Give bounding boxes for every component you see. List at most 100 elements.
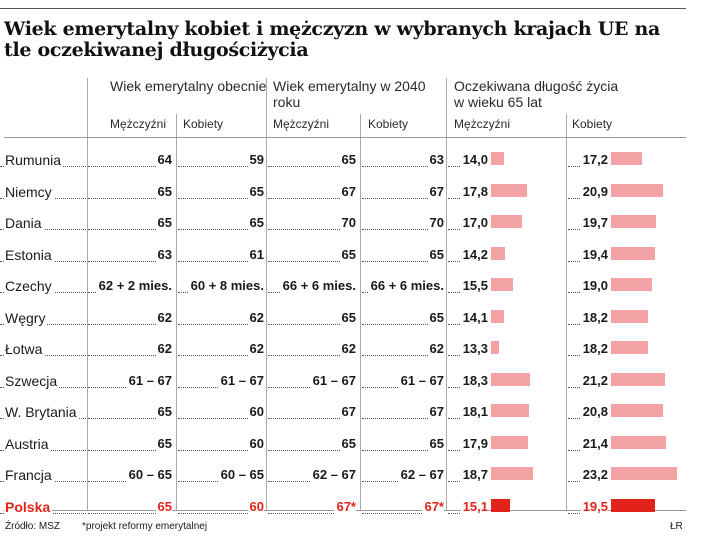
country-label: Łotwa — [5, 339, 45, 359]
life-expectancy-bar — [491, 467, 533, 480]
value-cell: 20,9 — [568, 181, 608, 202]
table-row: Łotwa 62 62 62 62 13,3 18,2 — [0, 339, 700, 359]
table-row: Estonia 63 61 65 65 14,2 19,4 — [0, 244, 700, 265]
value-cell: 66 + 6 mies. — [362, 276, 444, 296]
table-row: Węgry 62 62 65 65 14,1 18,2 — [0, 307, 700, 328]
value-cell: 17,9 — [448, 433, 488, 454]
cell-value: 65 — [247, 213, 264, 233]
subheader-men-2040: Mężczyźni — [273, 117, 330, 131]
value-cell: 63 — [362, 150, 444, 170]
life-expectancy-bar — [491, 183, 528, 197]
cell-value: 61 – 67 — [310, 370, 356, 391]
value-cell: 60 – 65 — [178, 465, 264, 485]
cell-value: 65 — [155, 433, 172, 454]
value-cell: 60 — [178, 433, 264, 454]
value-cell: 59 — [178, 150, 264, 170]
cell-value: 61 — [247, 244, 264, 265]
cell-value: 65 — [427, 307, 444, 328]
country-label: W. Brytania — [5, 402, 79, 422]
cell-value: 67 — [339, 402, 356, 422]
value-cell: 70 — [362, 213, 444, 233]
value-cell: 17,8 — [448, 181, 488, 202]
cell-value: 62 — [155, 307, 172, 328]
value-cell: 62 — [178, 307, 264, 328]
life-expectancy-bar — [491, 498, 511, 512]
cell-value: 65 — [247, 181, 264, 202]
cell-value: 18,2 — [580, 339, 608, 359]
life-expectancy-bar — [611, 215, 657, 228]
cell-value: 23,2 — [580, 465, 608, 485]
cell-value: 67* — [334, 496, 356, 517]
value-cell: 61 — [178, 244, 264, 265]
column-divider — [87, 78, 88, 510]
value-cell: 65 — [268, 244, 356, 265]
column-divider — [566, 114, 567, 510]
cell-value: 67 — [427, 181, 444, 202]
value-cell: 14,2 — [448, 244, 488, 265]
value-cell: 70 — [268, 213, 356, 233]
cell-value: 14,0 — [460, 150, 488, 170]
group-header-2040-age: Wiek emerytalny w 2040 roku — [273, 78, 426, 110]
cell-value: 67 — [339, 181, 356, 202]
value-cell: 21,2 — [568, 370, 608, 391]
cell-value: 70 — [339, 213, 356, 233]
cell-value: 62 – 67 — [310, 465, 356, 485]
country-label: Francja — [5, 465, 54, 485]
cell-value: 60 — [247, 402, 264, 422]
value-cell: 64 — [88, 150, 172, 170]
country-label: Rumunia — [5, 150, 64, 170]
table-row: Polska 65 60 67* 67* 15,1 19,5 — [0, 496, 700, 517]
cell-value: 65 — [155, 181, 172, 202]
life-expectancy-bar — [611, 309, 648, 323]
country-label: Węgry — [5, 307, 48, 328]
value-cell: 65 — [268, 150, 356, 170]
cell-value: 61 – 67 — [218, 370, 264, 391]
cell-value: 67* — [422, 496, 444, 517]
cell-value: 21,4 — [580, 433, 608, 454]
value-cell: 62 + 2 mies. — [88, 276, 172, 296]
life-expectancy-bar — [491, 215, 523, 228]
column-divider — [446, 78, 447, 510]
value-cell: 65 — [88, 496, 172, 517]
cell-value: 59 — [247, 150, 264, 170]
country-label: Estonia — [5, 244, 54, 265]
value-cell: 14,0 — [448, 150, 488, 170]
value-cell: 65 — [362, 307, 444, 328]
cell-value: 65 — [339, 433, 356, 454]
cell-value: 14,1 — [460, 307, 488, 328]
value-cell: 18,2 — [568, 307, 608, 328]
life-expectancy-bar — [611, 246, 655, 260]
value-cell: 65 — [362, 244, 444, 265]
value-cell: 65 — [88, 181, 172, 202]
cell-value: 70 — [427, 213, 444, 233]
value-cell: 66 + 6 mies. — [268, 276, 356, 296]
value-cell: 60 + 8 mies. — [178, 276, 264, 296]
value-cell: 65 — [88, 213, 172, 233]
cell-value: 19,4 — [580, 244, 608, 265]
life-expectancy-bar — [491, 246, 505, 260]
value-cell: 67 — [362, 181, 444, 202]
table-row: Dania 65 65 70 70 17,0 19,7 — [0, 213, 700, 233]
table-row: Czechy 62 + 2 mies. 60 + 8 mies. 66 + 6 mie… — [0, 276, 700, 296]
value-cell: 65 — [88, 402, 172, 422]
value-cell: 19,0 — [568, 276, 608, 296]
subheader-men-life: Mężczyźni — [454, 117, 511, 131]
cell-value: 61 – 67 — [126, 370, 172, 391]
cell-value: 19,7 — [580, 213, 608, 233]
cell-value: 60 – 65 — [218, 465, 264, 485]
life-expectancy-bar — [491, 404, 530, 417]
cell-value: 15,5 — [460, 276, 488, 296]
table-row: Rumunia 64 59 65 63 14,0 17,2 — [0, 150, 700, 170]
cell-value: 60 – 65 — [126, 465, 172, 485]
cell-value: 17,2 — [580, 150, 608, 170]
country-label: Dania — [5, 213, 44, 233]
cell-value: 14,2 — [460, 244, 488, 265]
cell-value: 65 — [155, 213, 172, 233]
cell-value: 62 — [427, 339, 444, 359]
value-cell: 60 – 65 — [88, 465, 172, 485]
value-cell: 20,8 — [568, 402, 608, 422]
value-cell: 17,0 — [448, 213, 488, 233]
value-cell: 18,3 — [448, 370, 488, 391]
value-cell: 19,5 — [568, 496, 608, 517]
value-cell: 21,4 — [568, 433, 608, 454]
